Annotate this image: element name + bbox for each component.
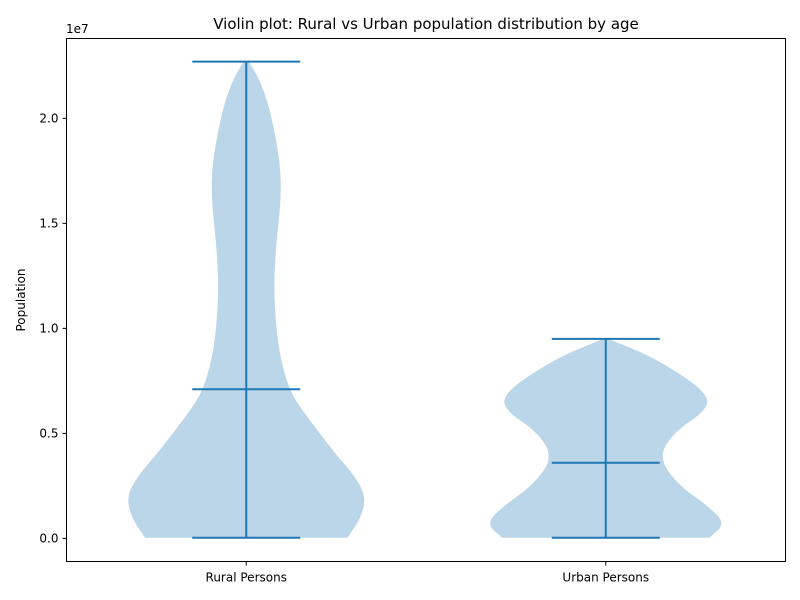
y-tick-label: 0.0 bbox=[39, 531, 58, 545]
y-tick-label: 1.0 bbox=[39, 321, 58, 335]
chart-title: Violin plot: Rural vs Urban population d… bbox=[213, 15, 639, 33]
plot-frame bbox=[66, 38, 786, 562]
y-tick-label: 2.0 bbox=[39, 111, 58, 125]
y-axis-label: Population bbox=[14, 268, 28, 331]
x-axis-ticks: Rural Persons Urban Persons bbox=[206, 561, 649, 585]
y-axis-offset-label: 1e7 bbox=[66, 22, 89, 36]
x-tick-label: Urban Persons bbox=[562, 571, 649, 585]
x-tick-label: Rural Persons bbox=[206, 571, 287, 585]
y-tick-label: 1.5 bbox=[39, 216, 58, 230]
y-axis-ticks: 0.0 0.5 1.0 1.5 2.0 bbox=[39, 111, 67, 545]
y-tick-label: 0.5 bbox=[39, 426, 58, 440]
violins bbox=[128, 60, 722, 539]
